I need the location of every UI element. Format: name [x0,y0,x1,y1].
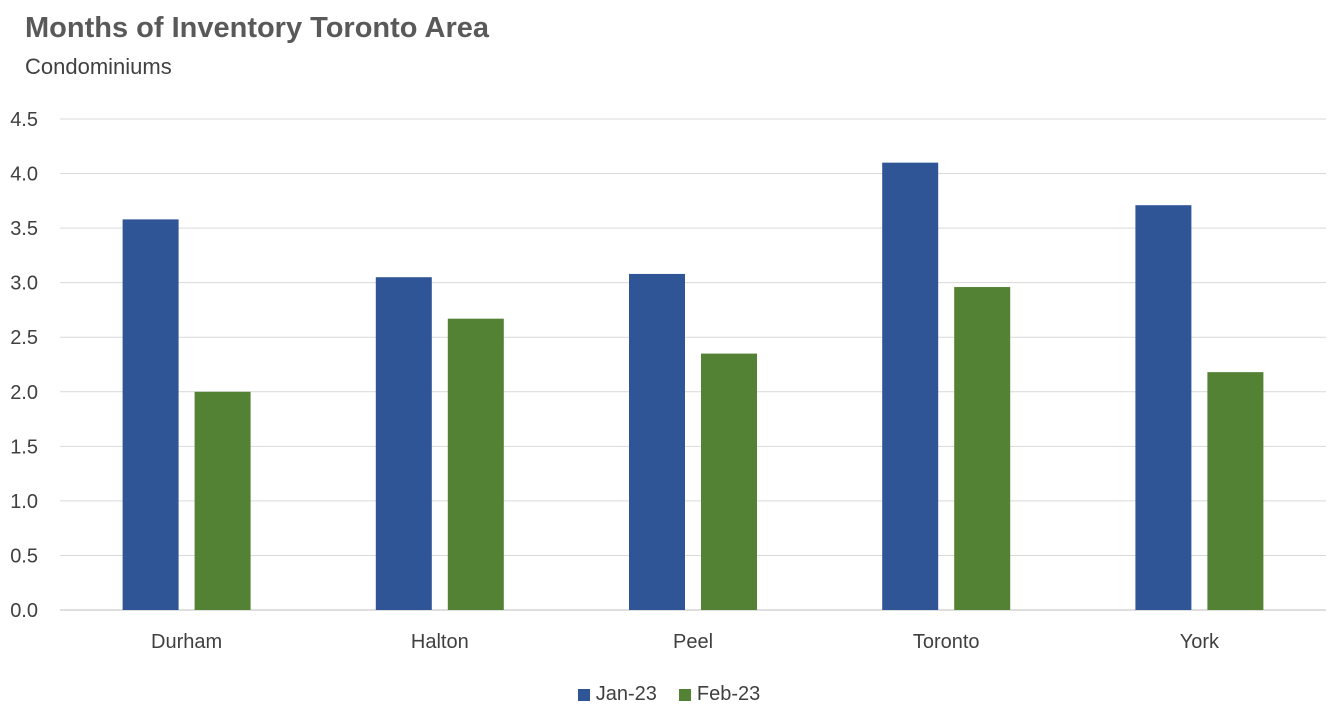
bar-toronto-feb-23 [954,287,1011,610]
y-tick-label: 4.5 [10,109,38,131]
legend: Jan-23 Feb-23 [0,683,1338,706]
bar-toronto-jan-23 [882,162,939,610]
y-tick-label: 2.0 [10,382,38,404]
x-tick-label: Toronto [913,631,980,653]
legend-label-feb: Feb-23 [696,683,761,705]
y-tick-label: 1.5 [10,436,38,458]
bar-peel-feb-23 [701,353,757,610]
x-tick-label: York [1180,631,1220,653]
bar-durham-jan-23 [122,219,179,611]
y-tick-label: 3.0 [10,273,38,295]
y-tick-label: 1.0 [10,491,38,513]
legend-label-jan: Jan-23 [595,683,657,705]
x-tick-label: Peel [673,631,713,653]
bar-halton-feb-23 [447,318,504,610]
bar-peel-jan-23 [629,273,685,610]
y-tick-label: 2.5 [10,327,38,349]
legend-item-jan: Jan-23 [577,683,657,706]
x-tick-label: Halton [411,631,469,653]
bar-york-jan-23 [1135,205,1192,610]
chart-subtitle: Condominiums [25,54,172,79]
legend-swatch-jan [577,688,590,701]
x-tick-label: Durham [151,631,222,653]
bar-halton-jan-23 [375,277,432,610]
legend-item-feb: Feb-23 [678,683,761,706]
legend-swatch-feb [678,688,691,701]
y-tick-label: 0.5 [10,545,38,567]
y-tick-label: 4.0 [10,164,38,186]
y-tick-label: 3.5 [10,218,38,240]
chart-title: Months of Inventory Toronto Area [25,12,489,44]
bar-durham-feb-23 [194,391,251,610]
y-tick-label: 0.0 [10,600,38,622]
bar-york-feb-23 [1207,372,1264,610]
